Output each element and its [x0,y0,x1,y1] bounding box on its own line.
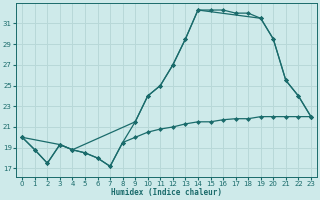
X-axis label: Humidex (Indice chaleur): Humidex (Indice chaleur) [111,188,222,197]
